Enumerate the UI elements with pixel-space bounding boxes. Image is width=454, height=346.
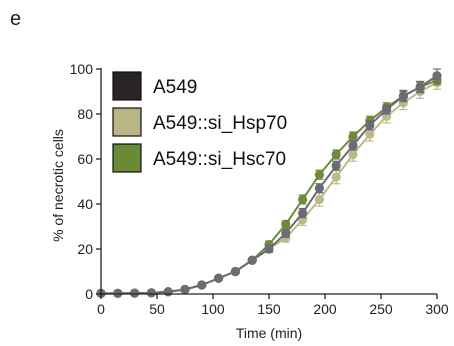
y-tick-label: 40 [77,196,93,212]
data-point [146,288,156,298]
data-point [365,129,375,139]
data-point [331,172,341,182]
legend-swatch [112,143,142,173]
data-point [432,71,442,81]
data-point [163,287,173,297]
data-point [264,244,274,254]
data-point [281,228,291,238]
data-point [180,284,190,295]
x-tick-label: 100 [201,301,225,317]
legend-swatch [112,107,142,137]
data-point [365,120,375,130]
legend-swatch [112,71,142,101]
axes: 0 20 40 60 80 100 0 50 100 150 200 250 300 [70,61,449,317]
y-tick-label: 20 [77,241,93,257]
data-point [130,288,140,298]
data-point [314,183,324,193]
x-tick-label: 0 [97,301,105,317]
data-point [398,91,408,101]
data-point [214,273,224,283]
x-tick-label: 150 [257,301,281,317]
data-point [314,170,324,180]
data-point [298,194,308,205]
legend-label: A549 [153,77,197,98]
y-tick-label: 100 [70,61,94,77]
y-tick-label: 0 [85,286,93,302]
x-tick-label: 300 [425,301,449,317]
data-point [348,140,358,151]
data-point [331,161,341,171]
plot-area [96,68,442,298]
panel-letter: e [10,8,22,30]
x-tick-label: 250 [369,301,393,317]
data-point [314,194,324,205]
data-point [415,82,425,92]
data-point [382,104,392,115]
y-tick-label: 60 [77,151,93,167]
data-point [298,208,308,218]
data-point [281,219,291,229]
x-tick-label: 200 [313,301,337,317]
data-point [113,288,123,298]
data-point [348,149,358,160]
series-0 [96,68,442,298]
x-axis-title: Time (min) [236,325,302,341]
x-tick-label: 50 [149,301,165,317]
data-point [247,255,257,265]
legend-label: A549::si_Hsc70 [153,149,286,170]
data-point [230,266,240,277]
data-point [348,131,358,142]
y-axis-title: % of necrotic cells [50,129,66,242]
data-point [197,280,207,290]
legend-label: A549::si_Hsp70 [153,113,287,134]
y-tick-label: 80 [77,106,93,122]
data-point [331,149,341,160]
